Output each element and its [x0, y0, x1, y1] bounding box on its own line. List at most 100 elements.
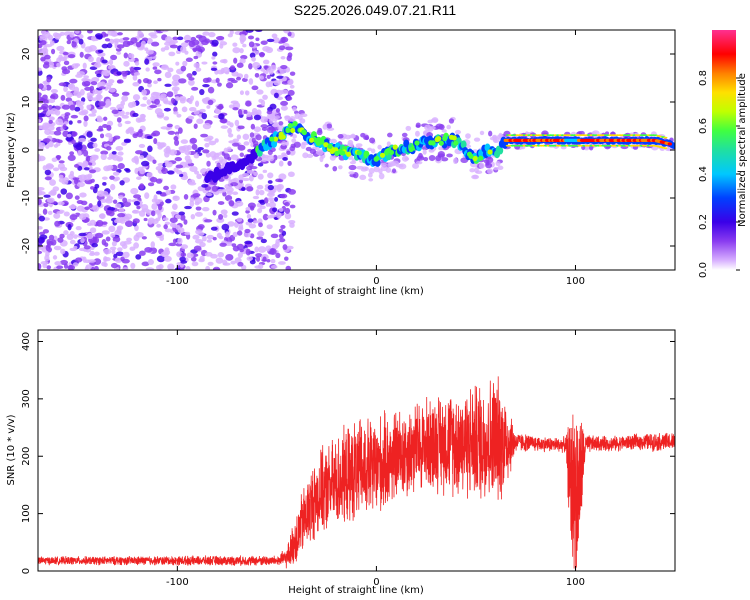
- spectrogram-noise-point: [170, 39, 179, 44]
- spectrogram-noise-point: [67, 223, 72, 231]
- spectrogram-noise-point: [231, 243, 237, 248]
- spectrogram-x-tick-label: 0: [373, 276, 379, 287]
- spectrogram-noise-point: [201, 183, 208, 188]
- spectrogram-noise-point: [138, 210, 146, 217]
- spectrogram-noise-point: [69, 170, 75, 177]
- spectrogram-noise-point: [74, 164, 80, 168]
- spectrogram-noise-point: [104, 38, 111, 42]
- spectrogram-noise-point: [189, 116, 195, 120]
- spectrogram-noise-point: [78, 213, 87, 220]
- spectrogram-noise-point: [237, 109, 243, 116]
- colorbar: 0.0 0.2 0.4 0.6 0.8 Normalized spectral ampl…: [698, 30, 748, 278]
- spectrogram-core-point: [667, 142, 673, 146]
- spectrogram-noise-point: [202, 235, 207, 242]
- spectrogram-noise-point: [217, 252, 225, 258]
- spectrogram-noise-point: [62, 56, 67, 62]
- spectrogram-halo-point: [306, 153, 314, 158]
- spectrogram-noise-point: [87, 56, 94, 63]
- spectrogram-noise-point: [72, 262, 79, 267]
- spectrogram-halo-point: [465, 133, 471, 139]
- spectrogram-noise-point: [251, 107, 258, 114]
- spectrogram-noise-point: [156, 112, 165, 119]
- spectrogram-noise-point: [238, 223, 244, 230]
- spectrogram-noise-point: [139, 113, 146, 119]
- spectrogram-noise-point: [192, 70, 197, 76]
- spectrogram-noise-point: [180, 252, 187, 258]
- spectrogram-noise-point: [48, 116, 55, 121]
- spectrogram-noise-point: [280, 105, 288, 111]
- spectrogram-noise-point: [123, 60, 130, 67]
- spectrogram-noise-point: [212, 51, 218, 57]
- spectrogram-noise-point: [130, 262, 136, 270]
- spectrogram-noise-point: [232, 231, 238, 238]
- spectrogram-noise-point: [114, 257, 123, 263]
- spectrogram-noise-point: [92, 142, 98, 148]
- spectrogram-noise-point: [275, 108, 281, 113]
- spectrogram-peak-point: [442, 135, 448, 142]
- spectrogram-noise-point: [110, 262, 118, 269]
- spectrogram-noise-point: [212, 61, 218, 65]
- spectrogram-noise-point: [282, 157, 288, 161]
- spectrogram-noise-point: [242, 43, 247, 48]
- spectrogram-noise-point: [111, 240, 117, 247]
- spectrogram-x-tick-label: 100: [566, 276, 585, 287]
- spectrogram-noise-point: [53, 144, 59, 148]
- spectrogram-noise-point: [69, 104, 76, 111]
- spectrogram-halo-point: [278, 121, 284, 126]
- spectrogram-noise-point: [258, 222, 263, 228]
- spectrogram-noise-point: [63, 211, 70, 217]
- spectrogram-halo-point: [302, 152, 309, 159]
- spectrogram-noise-point: [180, 65, 187, 72]
- spectrogram-noise-point: [107, 206, 116, 212]
- colorbar-ticks: 0.0 0.2 0.4 0.6 0.8: [698, 70, 740, 278]
- spectrogram-noise-point: [109, 246, 117, 251]
- spectrogram-halo-point: [211, 185, 219, 192]
- spectrogram-halo-point: [454, 129, 462, 135]
- spectrogram-noise-point: [153, 80, 158, 85]
- spectrogram-noise-point: [140, 103, 147, 107]
- spectrogram-noise-point: [163, 100, 172, 105]
- spectrogram-halo-point: [437, 153, 445, 158]
- spectrogram-noise-point: [162, 217, 169, 221]
- spectrogram-peak-point: [278, 131, 284, 137]
- spectrogram-noise-point: [267, 184, 274, 191]
- spectrogram-noise-point: [205, 152, 211, 158]
- spectrogram-noise-point: [93, 265, 99, 270]
- spectrogram-noise-point: [221, 223, 230, 231]
- colorbar-label: Normalized spectral amplitude: [737, 73, 748, 227]
- spectrogram-noise-point: [69, 214, 78, 221]
- spectrogram-noise-point: [193, 245, 202, 252]
- spectrogram-noise-point: [287, 171, 295, 178]
- spectrogram-halo-point: [418, 152, 423, 159]
- spectrogram-noise-point: [42, 208, 48, 215]
- spectrogram-noise-point: [272, 207, 278, 213]
- spectrogram-noise-point: [236, 76, 242, 81]
- spectrogram-noise-point: [97, 49, 104, 53]
- spectrogram-noise-point: [113, 253, 118, 259]
- spectrogram-noise-point: [88, 162, 93, 166]
- spectrogram-noise-point: [199, 88, 205, 96]
- spectrogram-noise-point: [116, 71, 123, 76]
- spectrogram-noise-point: [232, 107, 239, 111]
- spectrogram-noise-point: [122, 251, 130, 258]
- spectrogram-halo-point: [485, 162, 493, 169]
- spectrogram-noise-point: [125, 168, 131, 173]
- spectrogram-noise-point: [95, 220, 104, 227]
- spectrogram-halo-point: [415, 130, 420, 137]
- spectrogram-noise-point: [126, 237, 133, 242]
- spectrogram-noise-point: [216, 232, 222, 239]
- spectrogram-noise-point: [151, 210, 156, 217]
- spectrogram-noise-point: [99, 81, 106, 87]
- spectrogram-noise-point: [199, 242, 206, 248]
- spectrogram-noise-point: [208, 31, 216, 38]
- spectrogram-noise-point: [48, 234, 55, 241]
- spectrogram-noise-point: [177, 237, 183, 245]
- spectrogram-noise-point: [177, 127, 183, 134]
- spectrogram-noise-point: [214, 138, 219, 143]
- spectrogram-noise-point: [116, 51, 122, 55]
- spectrogram-noise-point: [236, 217, 243, 222]
- spectrogram-noise-point: [65, 192, 73, 200]
- spectrogram-noise-point: [98, 86, 106, 90]
